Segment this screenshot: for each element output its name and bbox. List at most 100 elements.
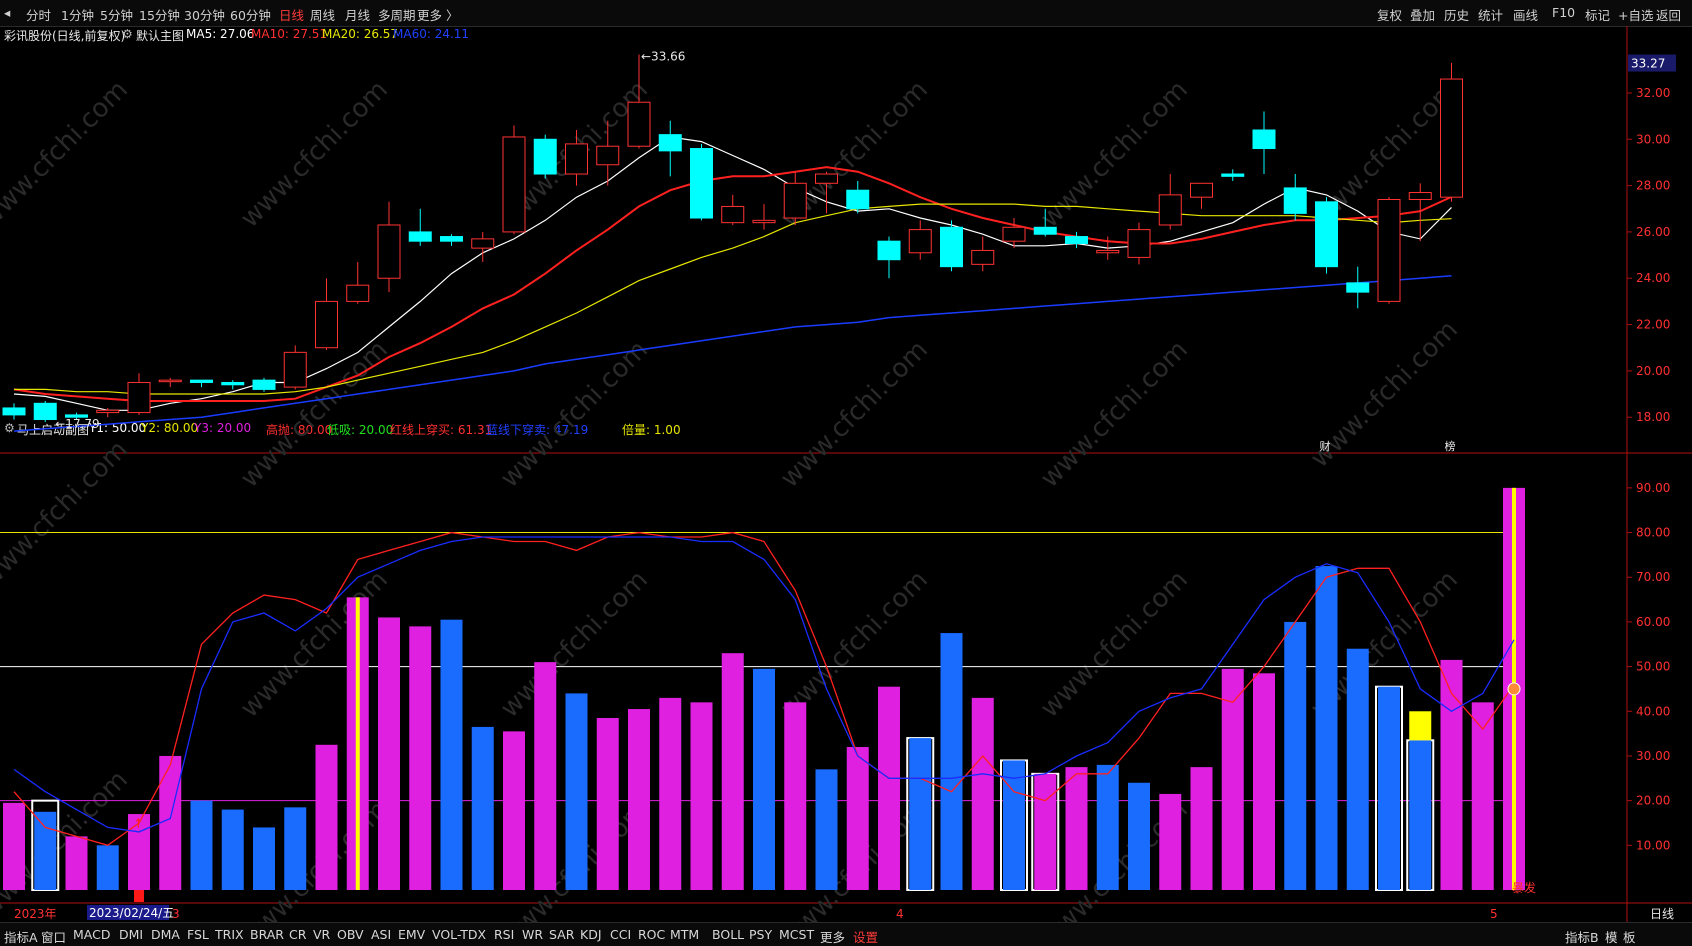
toolbar-button-2[interactable]: 历史 xyxy=(1444,8,1470,23)
bar-44 xyxy=(1378,686,1400,890)
period-tab-9[interactable]: 多周期 xyxy=(378,8,416,23)
candle-body-26 xyxy=(815,173,838,184)
low-buy-label: 低吸: 20.00 xyxy=(327,423,394,437)
watermark-6: www.cfchi.com xyxy=(0,435,134,594)
indicator-tab-4[interactable]: DMA xyxy=(151,927,180,942)
indicator-tab-5[interactable]: FSL xyxy=(187,927,209,942)
bar-24 xyxy=(753,668,775,890)
watermark-13: www.cfchi.com xyxy=(235,565,394,724)
toolbar-button-8[interactable]: 返回 xyxy=(1656,8,1682,23)
candle-body-12 xyxy=(377,224,401,279)
candle-body-40 xyxy=(1252,129,1276,150)
signal-line-red xyxy=(13,531,1515,847)
toolbar-button-7[interactable]: +自选 xyxy=(1618,8,1654,23)
indicator-right-2[interactable]: 板 xyxy=(1623,930,1636,945)
period-tab-4[interactable]: 30分钟 xyxy=(184,8,225,23)
candle-body-41 xyxy=(1283,187,1307,214)
period-tab-6[interactable]: 日线 xyxy=(279,8,305,23)
bar-14 xyxy=(440,619,463,890)
period-tab-1[interactable]: 1分钟 xyxy=(61,8,94,23)
template-name[interactable]: 默认主图 xyxy=(136,29,185,43)
indicator-tab-3[interactable]: DMI xyxy=(119,927,144,942)
watermark-8: www.cfchi.com xyxy=(495,335,654,494)
period-tab-8[interactable]: 月线 xyxy=(345,8,371,23)
indicator-tab-10[interactable]: OBV xyxy=(337,927,364,942)
period-tab-3[interactable]: 15分钟 xyxy=(139,8,180,23)
candle-body-19 xyxy=(596,145,620,166)
ma-line-ma60 xyxy=(13,274,1452,432)
candle-body-9 xyxy=(283,351,307,388)
toolbar-button-4[interactable]: 画线 xyxy=(1513,8,1539,23)
bar-19 xyxy=(596,717,619,890)
price-label-0: 32.00 xyxy=(1636,86,1670,100)
toolbar-button-6[interactable]: 标记 xyxy=(1585,8,1611,23)
indicator-tab-20[interactable]: MTM xyxy=(670,927,700,942)
indicator-tab-9[interactable]: VR xyxy=(313,927,331,942)
high-sell-label: 高抛: 80.00 xyxy=(266,423,333,437)
bar-28 xyxy=(878,686,900,890)
watermark-7: www.cfchi.com xyxy=(235,335,394,494)
bar-21 xyxy=(659,697,682,890)
indicator-tab-16[interactable]: SAR xyxy=(549,927,575,942)
sub-label-5: 40.00 xyxy=(1636,704,1670,718)
sub-settings-icon[interactable]: ⚙ xyxy=(4,421,15,435)
indicator-tab-24[interactable]: 更多 xyxy=(820,930,846,945)
candle-body-14 xyxy=(440,236,463,242)
indicator-right-0[interactable]: 指标B xyxy=(1565,930,1599,945)
date-cursor-box xyxy=(87,905,169,920)
indicator-tab-18[interactable]: CCI xyxy=(610,927,632,942)
toolbar-button-1[interactable]: 叠加 xyxy=(1410,8,1436,23)
bar-31 xyxy=(971,697,994,890)
bar-10 xyxy=(315,744,338,890)
indicator-tab-13[interactable]: VOL-TDX xyxy=(432,927,487,942)
indicator-right-1[interactable]: 模 xyxy=(1605,930,1618,945)
buy-arrow-icon: ↑ xyxy=(133,817,144,832)
indicator-tab-25[interactable]: 设置 xyxy=(853,930,879,945)
candle-body-45 xyxy=(1408,192,1432,200)
toolbar-button-3[interactable]: 统计 xyxy=(1478,8,1504,23)
bar-3 xyxy=(96,845,119,890)
bar-18 xyxy=(565,693,588,890)
indicator-tab-17[interactable]: KDJ xyxy=(580,927,602,942)
y3-label: Y3: 20.00 xyxy=(194,421,252,435)
period-tab-2[interactable]: 5分钟 xyxy=(100,8,133,23)
indicator-tab-19[interactable]: ROC xyxy=(638,927,666,942)
toolbar-button-0[interactable]: 复权 xyxy=(1377,8,1403,23)
period-tab-10[interactable]: 更多 〉 xyxy=(417,8,459,23)
blue-cross-label: 蓝线下穿卖: 47.19 xyxy=(486,423,589,437)
indicator-tab-6[interactable]: TRIX xyxy=(215,927,244,942)
candle-body-13 xyxy=(408,231,432,242)
toolbar-button-5[interactable]: F10 xyxy=(1552,5,1576,20)
indicator-tab-21[interactable]: BOLL xyxy=(712,927,745,942)
sub-label-6: 30.00 xyxy=(1636,749,1670,763)
back-arrow-icon[interactable]: ◂ xyxy=(4,5,11,20)
indicator-tab-2[interactable]: MACD xyxy=(73,927,111,942)
bao-label: 暴发 xyxy=(1512,880,1536,895)
period-tab-0[interactable]: 分时 xyxy=(26,8,52,23)
ma20-label: MA20: 26.57 xyxy=(322,27,399,41)
period-tab-5[interactable]: 60分钟 xyxy=(230,8,271,23)
bar-9 xyxy=(284,807,307,890)
indicator-tab-7[interactable]: BRAR xyxy=(250,927,284,942)
indicator-tab-1[interactable]: 窗口 xyxy=(41,930,67,945)
candle-body-4 xyxy=(127,381,151,414)
indicator-tab-22[interactable]: PSY xyxy=(749,927,773,942)
month-label-4: 4 xyxy=(896,907,904,921)
price-label-2: 28.00 xyxy=(1636,179,1670,193)
indicator-tab-14[interactable]: RSI xyxy=(494,927,515,942)
watermark-16: www.cfchi.com xyxy=(1035,565,1194,724)
indicator-tab-12[interactable]: EMV xyxy=(398,927,426,942)
indicator-tab-23[interactable]: MCST xyxy=(779,927,815,942)
bar-4 xyxy=(128,814,150,890)
bar-43 xyxy=(1346,648,1369,890)
bar-2 xyxy=(65,836,88,890)
candle-body-10 xyxy=(315,300,338,349)
indicator-tab-8[interactable]: CR xyxy=(289,927,307,942)
period-tab-7[interactable]: 周线 xyxy=(310,8,336,23)
indicator-tab-15[interactable]: WR xyxy=(522,927,544,942)
candle-body-22 xyxy=(690,148,713,219)
indicator-tab-0[interactable]: 指标A xyxy=(4,930,38,945)
indicator-tab-11[interactable]: ASI xyxy=(371,927,392,942)
template-dropdown-icon[interactable]: ⚙ xyxy=(122,27,133,41)
